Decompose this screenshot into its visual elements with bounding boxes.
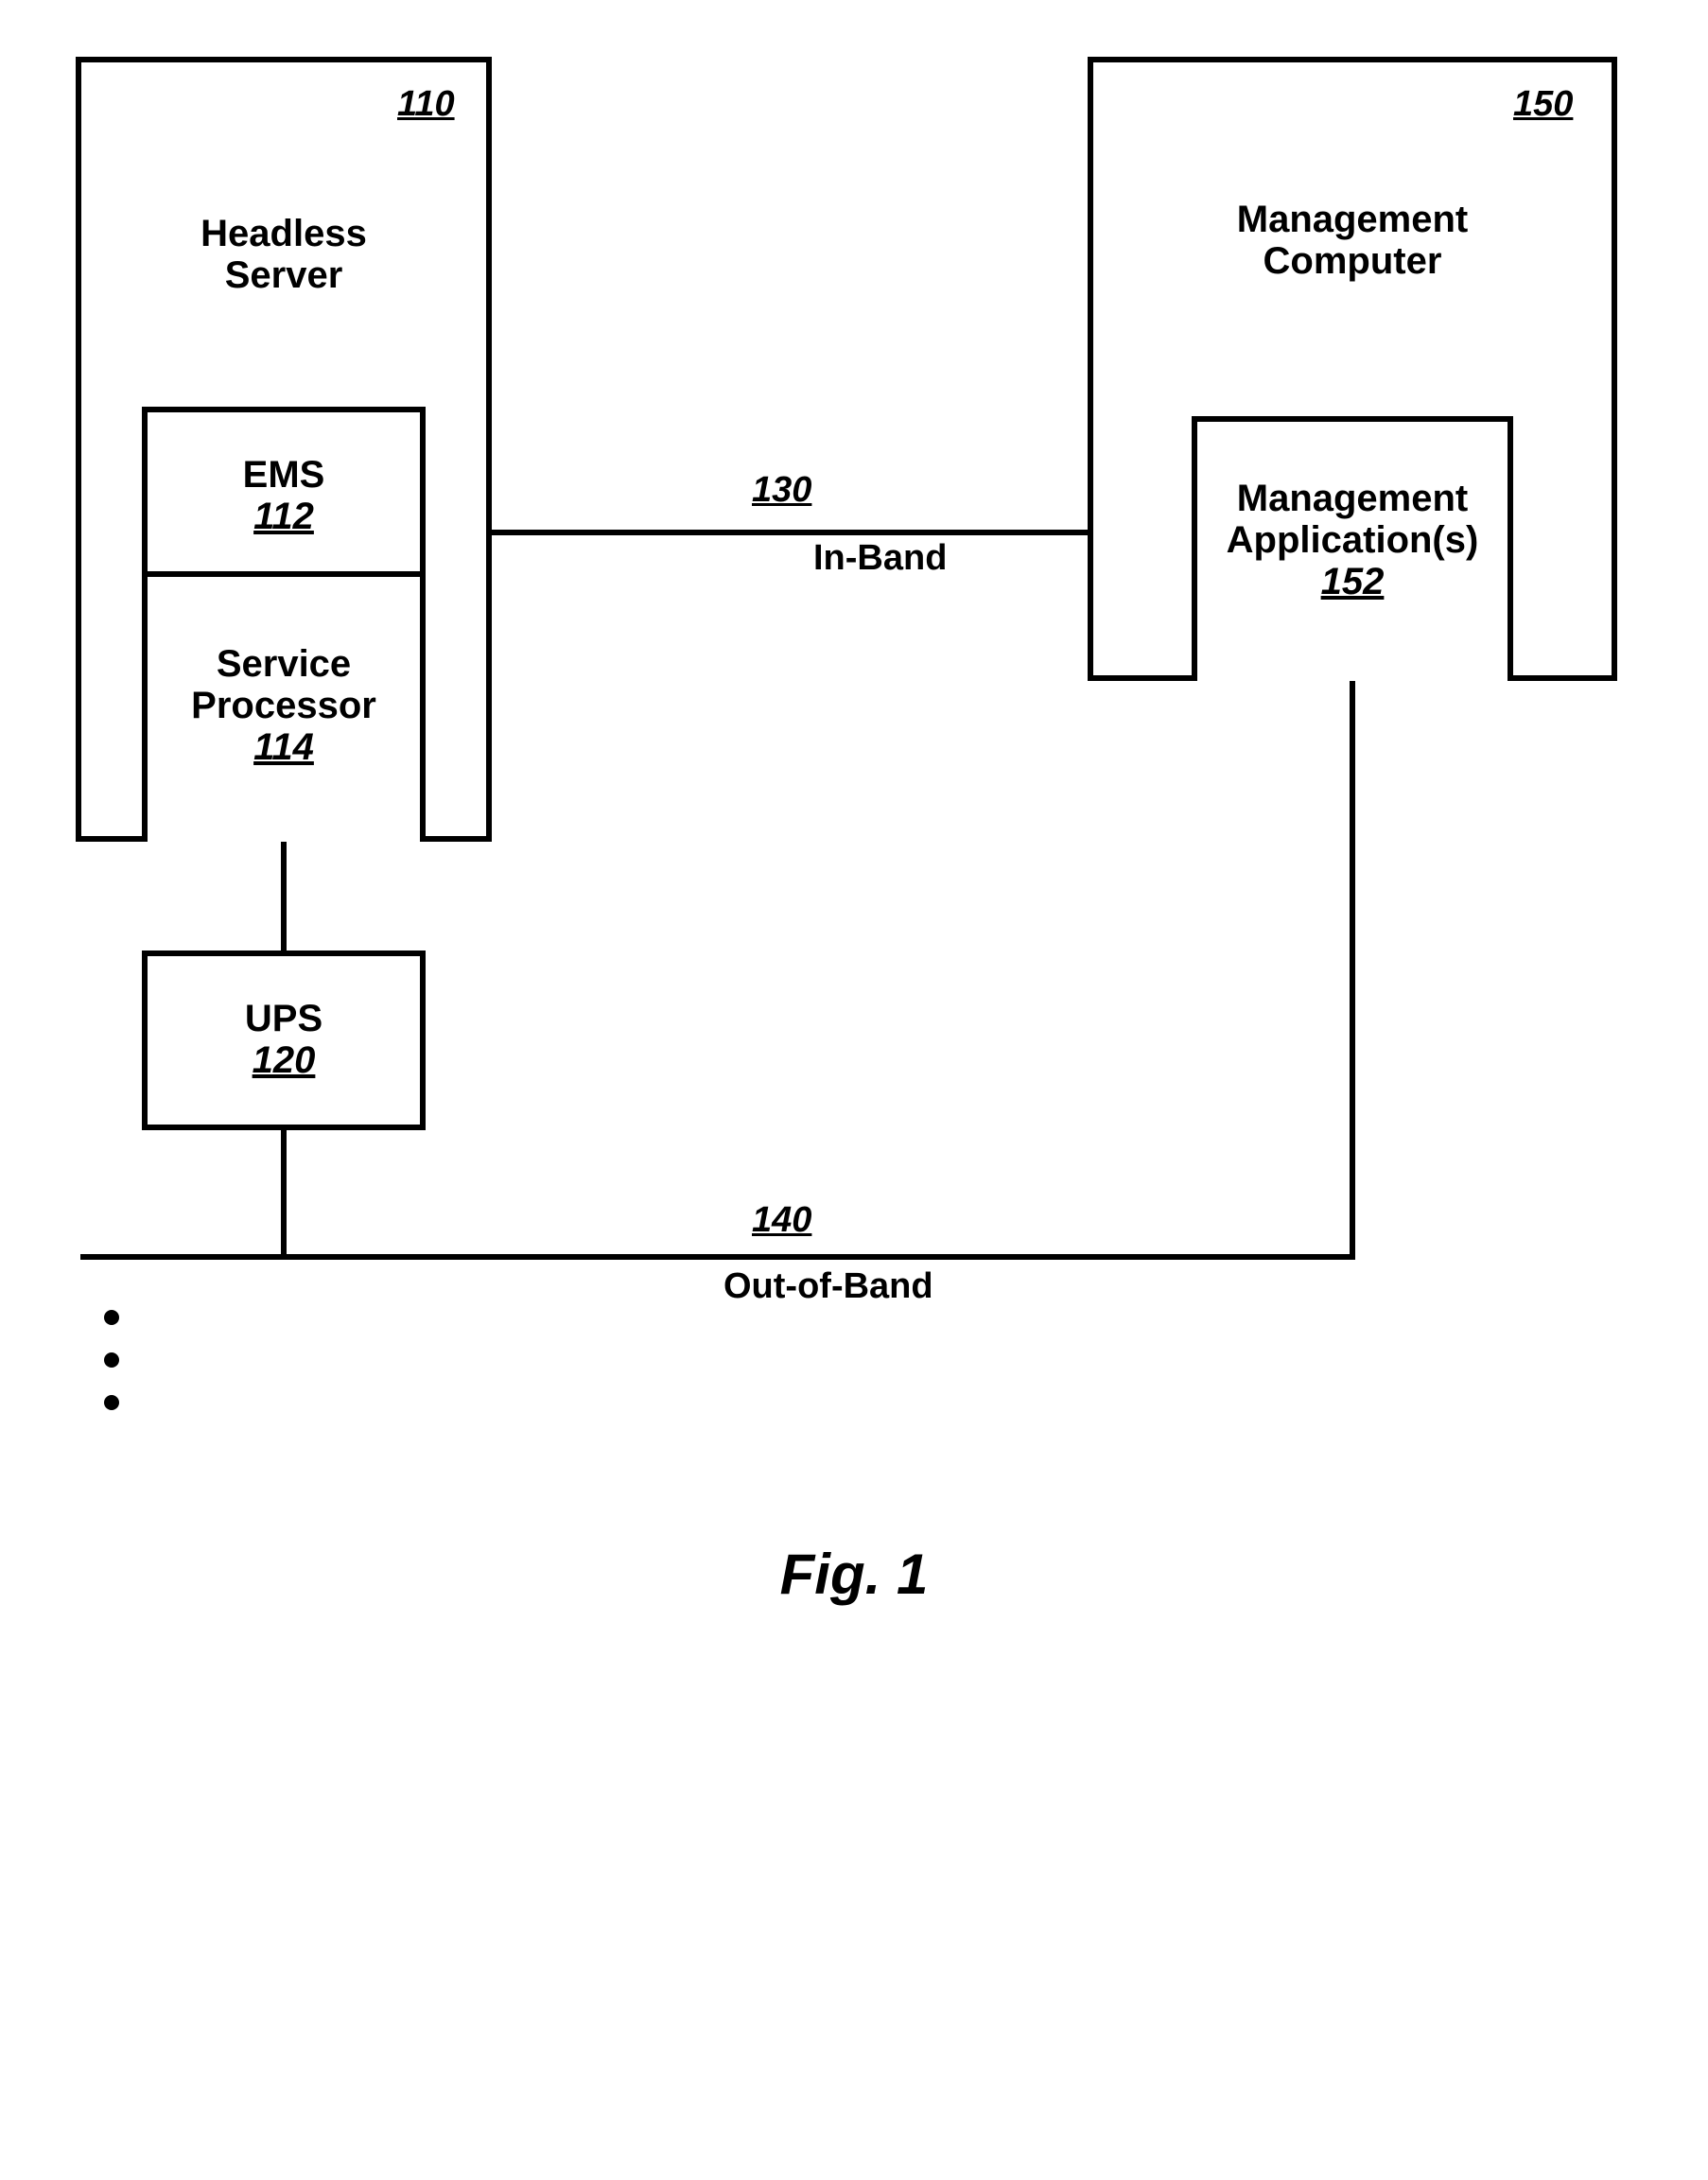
headless-server-ref: 110 bbox=[397, 85, 455, 125]
oob-drop-right bbox=[1350, 681, 1355, 1260]
mgmt-computer-title: ManagementComputer bbox=[1088, 199, 1617, 282]
server-to-ups-line bbox=[281, 842, 287, 950]
ups-title: UPS 120 bbox=[142, 998, 426, 1081]
ellipsis-dot bbox=[104, 1352, 119, 1368]
ellipsis-dot bbox=[104, 1310, 119, 1325]
in-band-line bbox=[492, 530, 1088, 535]
oob-up-to-ups bbox=[281, 1130, 287, 1260]
ems-title: EMS 112 bbox=[142, 454, 426, 537]
headless-server-title: HeadlessServer bbox=[76, 213, 492, 296]
service-processor-title: ServiceProcessor 114 bbox=[142, 643, 426, 768]
diagram-canvas: 110 HeadlessServer EMS 112 ServiceProces… bbox=[0, 0, 1708, 2180]
mgmt-computer-ref: 150 bbox=[1513, 85, 1573, 125]
oob-label: Out-of-Band bbox=[723, 1267, 933, 1307]
oob-horizontal bbox=[80, 1254, 1355, 1260]
mgmt-app-title: ManagementApplication(s) 152 bbox=[1192, 478, 1513, 602]
figure-caption: Fig. 1 bbox=[0, 1542, 1708, 1607]
in-band-ref: 130 bbox=[752, 471, 811, 511]
oob-ref: 140 bbox=[752, 1201, 811, 1241]
ellipsis-dot bbox=[104, 1395, 119, 1410]
in-band-label: In-Band bbox=[813, 539, 947, 579]
